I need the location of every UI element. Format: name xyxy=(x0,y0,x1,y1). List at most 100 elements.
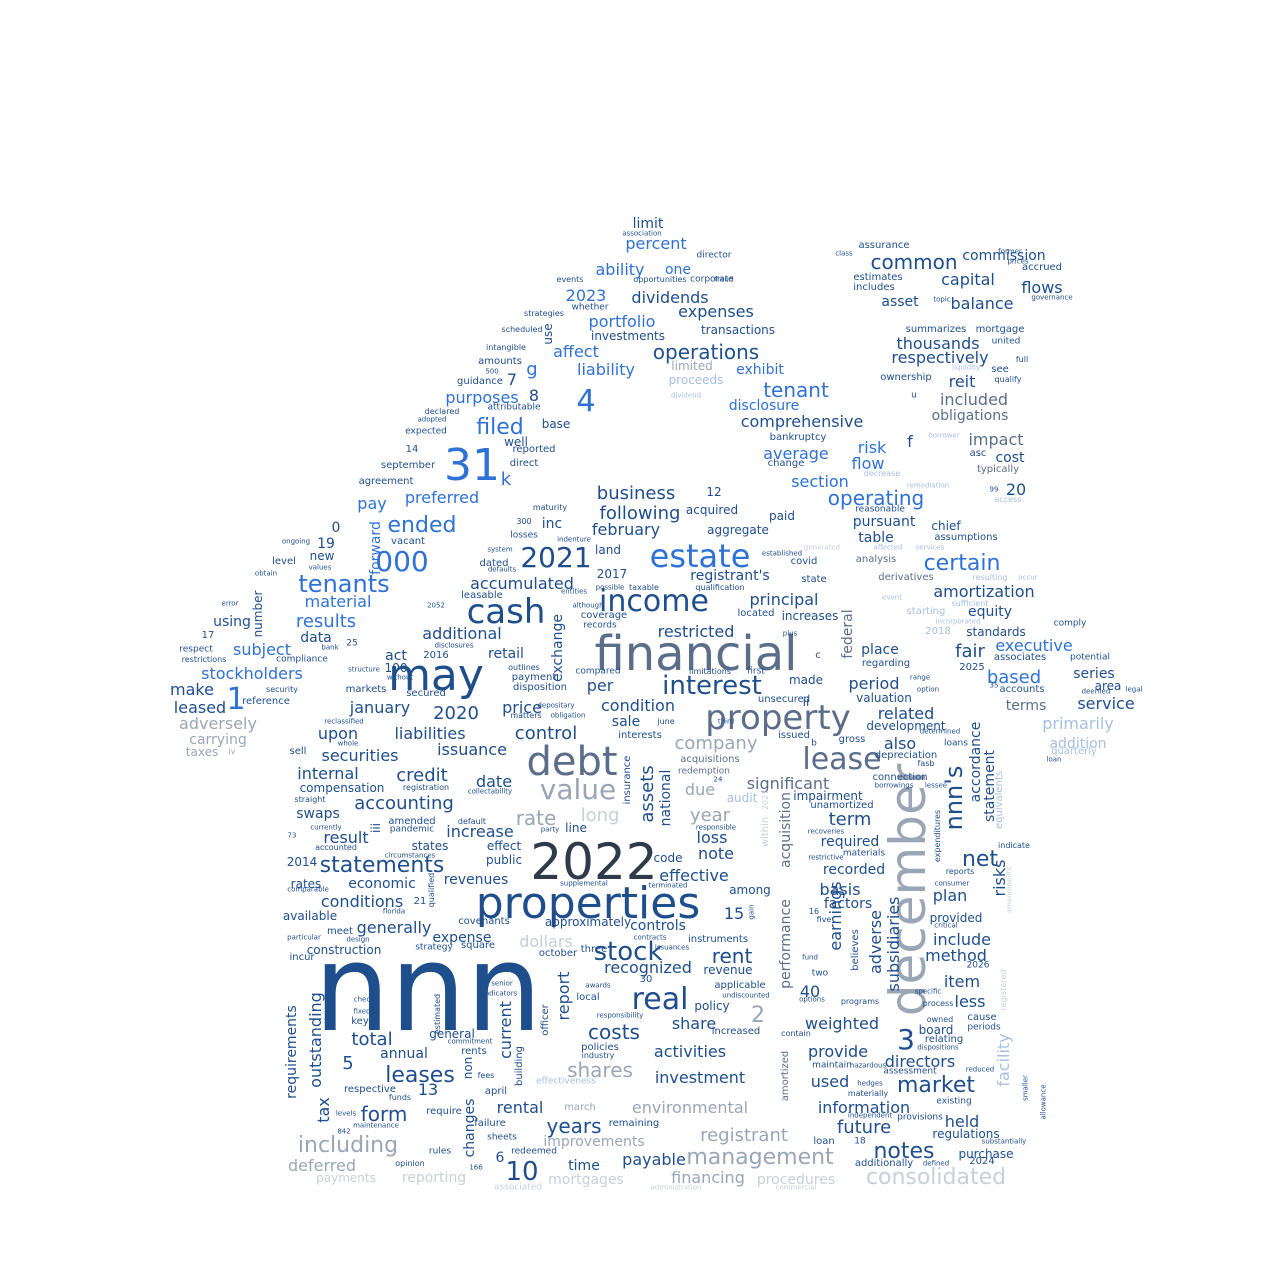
cloud-word: exchange xyxy=(550,614,566,682)
cloud-word: unamortized xyxy=(810,800,874,811)
cloud-word: undiscounted xyxy=(722,991,770,1000)
cloud-word: new xyxy=(309,549,335,563)
cloud-word: qualify xyxy=(994,375,1022,384)
cloud-word: rules xyxy=(428,1146,452,1157)
cloud-word: upon xyxy=(317,724,359,743)
cloud-word: adversely xyxy=(179,714,257,733)
cloud-word: 0 xyxy=(331,520,341,536)
cloud-word: financing xyxy=(671,1168,745,1187)
cloud-word: conditions xyxy=(320,892,404,911)
cloud-word: equivalents xyxy=(994,770,1005,830)
cloud-word: stockholders xyxy=(201,664,303,683)
cloud-word: 2016 xyxy=(423,650,449,661)
cloud-word: meet xyxy=(327,926,353,937)
cloud-word: asset xyxy=(881,294,919,310)
cloud-word: attributable xyxy=(487,402,541,413)
cloud-word: included xyxy=(939,390,1009,409)
cloud-word: indicate xyxy=(998,841,1030,850)
cloud-word: procedures xyxy=(756,1172,836,1188)
cloud-word: operations xyxy=(652,340,760,364)
cloud-word: term xyxy=(828,809,872,830)
cloud-word: accounting xyxy=(354,793,454,814)
cloud-word: level xyxy=(272,556,296,567)
cloud-word: 1 xyxy=(226,682,246,717)
cloud-word: accounted xyxy=(315,843,357,852)
cloud-word: paid xyxy=(769,509,795,523)
cloud-word: g xyxy=(526,359,538,380)
cloud-word: 35 xyxy=(989,681,999,690)
cloud-word: remaining xyxy=(608,1118,660,1129)
cloud-word: maturity xyxy=(532,503,568,512)
cloud-word: redeemed xyxy=(511,1146,557,1157)
cloud-word: assets xyxy=(637,765,658,823)
cloud-word: recognized xyxy=(604,958,692,977)
cloud-word: one xyxy=(664,262,692,278)
cloud-word: equity xyxy=(967,604,1013,620)
cloud-word: respect xyxy=(179,644,213,655)
cloud-word: due xyxy=(684,780,716,799)
cloud-word: maintenance xyxy=(353,1121,399,1130)
cloud-word: materials xyxy=(842,848,886,859)
cloud-word: outlines xyxy=(508,663,540,672)
cloud-word: former xyxy=(998,247,1022,256)
cloud-word: funds xyxy=(388,1093,412,1102)
cloud-word: affect xyxy=(553,342,599,361)
cloud-word: 5 xyxy=(342,1053,354,1074)
cloud-word: requirements xyxy=(284,1005,300,1099)
cloud-word: provisions xyxy=(897,1112,943,1123)
cloud-word: impact xyxy=(968,430,1024,449)
cloud-word: registered xyxy=(999,969,1008,1011)
cloud-word: improvements xyxy=(543,1134,645,1150)
cloud-word: 7 xyxy=(506,370,518,389)
cloud-word: adverse xyxy=(866,909,885,975)
cloud-word: impairment xyxy=(793,789,863,803)
cloud-word: include xyxy=(933,930,991,949)
cloud-word: lease xyxy=(802,742,882,777)
cloud-word: price xyxy=(502,698,542,717)
cloud-word: 2020 xyxy=(433,703,479,724)
cloud-word: 14 xyxy=(405,444,419,455)
cloud-word: structure xyxy=(348,665,380,674)
cloud-word: data xyxy=(300,630,332,646)
cloud-word: covenants xyxy=(458,916,510,927)
cloud-word: comparable xyxy=(287,885,329,894)
cloud-word: required xyxy=(820,834,880,850)
cloud-word: values xyxy=(308,563,332,572)
cloud-word: line xyxy=(565,821,587,835)
cloud-word: 2027 xyxy=(761,789,770,811)
cloud-word: changes xyxy=(462,1098,478,1158)
cloud-word: tenant xyxy=(763,378,829,402)
cloud-word: possible xyxy=(595,583,625,592)
cloud-word: industry xyxy=(581,1051,615,1060)
cloud-word: consumer xyxy=(934,879,970,888)
cloud-word: dispositions xyxy=(917,1043,959,1052)
cloud-word: economic xyxy=(348,876,416,892)
cloud-word: cash xyxy=(466,592,546,632)
cloud-word: whether xyxy=(571,302,609,313)
cloud-word: fees xyxy=(477,1071,495,1080)
cloud-word: cause xyxy=(967,1012,997,1023)
cloud-word: assessment xyxy=(883,1066,937,1077)
cloud-word: policies xyxy=(581,1042,619,1053)
cloud-word: square xyxy=(460,940,496,951)
cloud-word: losses xyxy=(510,530,538,541)
cloud-word: instruments xyxy=(687,934,749,945)
cloud-word: construction xyxy=(306,943,382,957)
cloud-word: particular xyxy=(287,933,321,942)
cloud-word: real xyxy=(631,982,689,1017)
cloud-word: see xyxy=(991,364,1009,375)
cloud-word: rental xyxy=(496,1098,544,1117)
cloud-word: 8 xyxy=(528,386,540,405)
cloud-word: 842 xyxy=(337,1127,351,1136)
cloud-word: risk xyxy=(857,438,887,457)
cloud-word: costs xyxy=(588,1020,640,1044)
cloud-word: rates xyxy=(290,877,322,891)
cloud-word: share xyxy=(671,1014,717,1033)
cloud-word: c xyxy=(815,650,821,661)
cloud-word: two xyxy=(811,968,829,979)
cloud-word: key xyxy=(351,1016,369,1027)
cloud-word: compensation xyxy=(299,781,385,795)
cloud-word: 2017 xyxy=(596,567,628,581)
cloud-word: subject xyxy=(233,640,291,659)
cloud-word: nnn's xyxy=(940,765,968,831)
